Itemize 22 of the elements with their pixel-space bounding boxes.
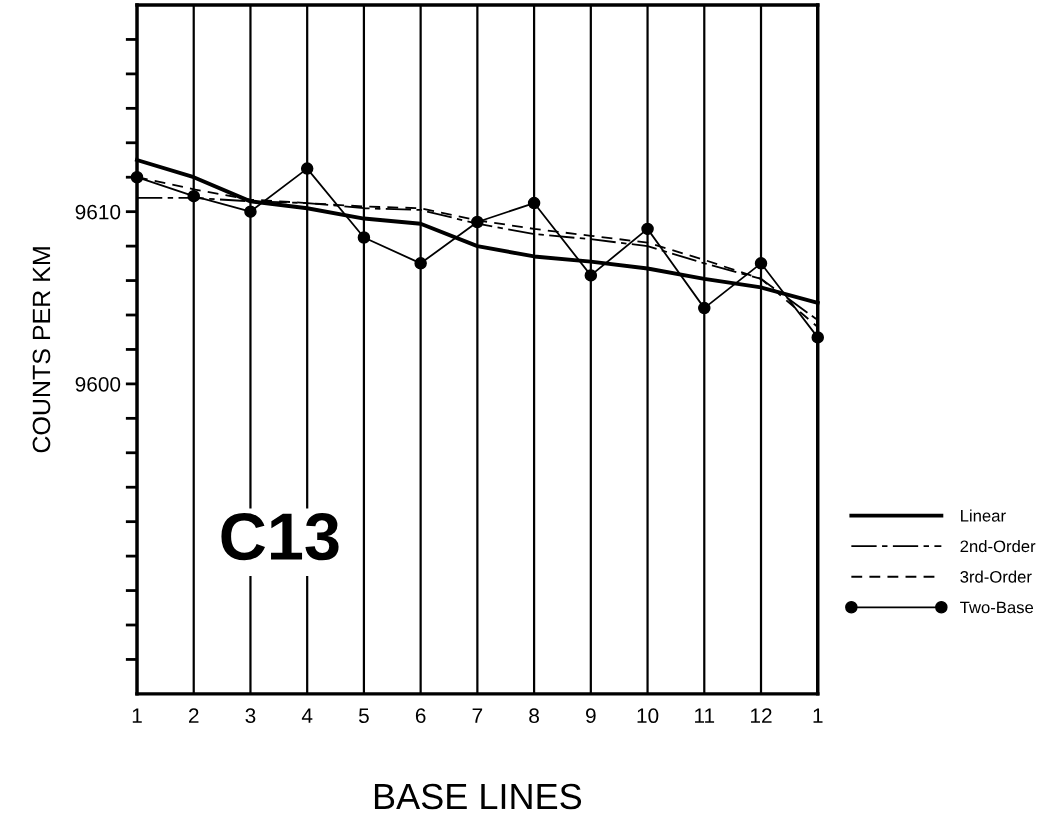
text: 2nd-Order (960, 539, 1036, 553)
x-tick-label: 3 (245, 708, 256, 724)
x-tick-label: 8 (529, 708, 539, 724)
x-tick-label: 2 (188, 708, 199, 723)
x-tick-label: 11 (695, 708, 715, 723)
y-axis-title: COUNTS PER KM (32, 247, 51, 453)
text: Linear (961, 509, 1006, 522)
x-tick-label: 4 (301, 708, 313, 723)
x-tick-label: 5 (358, 708, 369, 724)
x-tick-label: 12 (751, 708, 772, 723)
text: 3rd-Order (960, 570, 1032, 583)
x-tick-label: 7 (472, 708, 483, 723)
legend-label: Two-Base (960, 601, 1034, 614)
x-tick-label: 6 (415, 708, 426, 724)
x-axis-title: BASE LINES (374, 783, 582, 810)
x-tick-label: 1 (813, 708, 823, 723)
x-tick-label: 9 (586, 708, 596, 724)
x-tick-label: 10 (637, 708, 659, 724)
y-tick-label: 9600 (75, 376, 121, 392)
y-tick-label: 9610 (75, 204, 121, 220)
annotation: C13 (221, 513, 339, 561)
x-tick-label: 1 (132, 708, 142, 723)
